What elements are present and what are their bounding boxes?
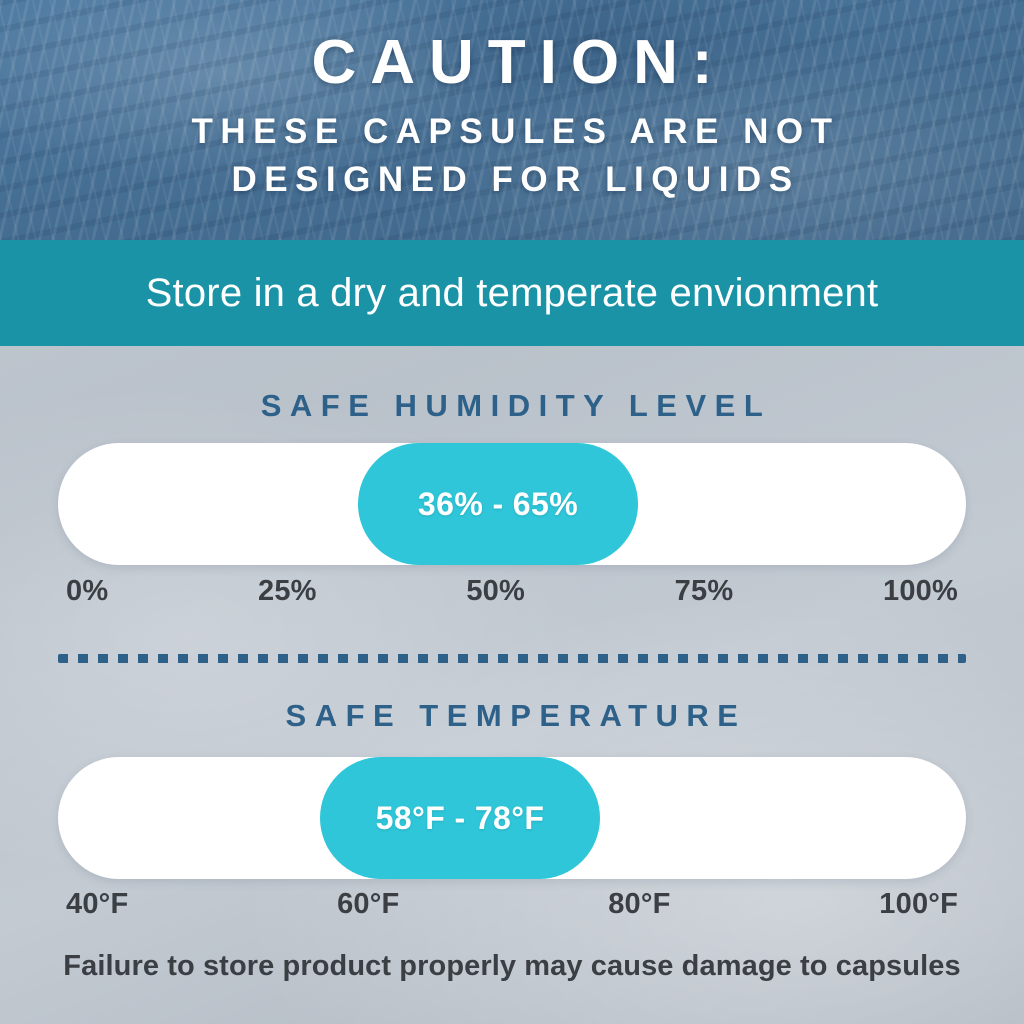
- temperature-tick-40: 40°F: [66, 888, 129, 920]
- header-content: CAUTION: THESE CAPSULES ARE NOT DESIGNED…: [0, 0, 1024, 240]
- temperature-section-heading: SAFE TEMPERATURE: [285, 698, 747, 733]
- caution-title: CAUTION:: [311, 28, 727, 97]
- storage-instruction-text: Store in a dry and temperate envionment: [145, 270, 879, 315]
- humidity-tick-25: 25%: [258, 575, 317, 607]
- temperature-tick-60: 60°F: [337, 888, 400, 920]
- header-banner: CAUTION: THESE CAPSULES ARE NOT DESIGNED…: [0, 0, 1024, 240]
- dotted-divider: [58, 654, 966, 663]
- humidity-tick-75: 75%: [674, 575, 734, 607]
- temperature-range-label: 58°F - 78°F: [375, 799, 545, 836]
- storage-instruction-banner: Store in a dry and temperate envionment: [0, 240, 1024, 346]
- humidity-tick-0: 0%: [66, 575, 109, 607]
- humidity-tick-100: 100%: [882, 575, 958, 607]
- temperature-safe-range-pill: 58°F - 78°F: [320, 757, 600, 879]
- temperature-axis-labels: 40°F 60°F 80°F 100°F: [58, 888, 966, 921]
- temperature-tick-80: 80°F: [608, 888, 671, 920]
- caution-subtitle-line-2: DESIGNED FOR LIQUIDS: [231, 160, 800, 199]
- caution-subtitle-line-1: THESE CAPSULES ARE NOT: [191, 112, 840, 151]
- humidity-safe-range-pill: 36% - 65%: [358, 443, 638, 565]
- temperature-tick-100: 100°F: [879, 888, 958, 920]
- footer-warning-text: Failure to store product properly may ca…: [63, 950, 961, 982]
- humidity-tick-50: 50%: [466, 575, 525, 607]
- humidity-range-label: 36% - 65%: [417, 485, 579, 522]
- humidity-section-heading: SAFE HUMIDITY LEVEL: [260, 388, 772, 423]
- humidity-axis-labels: 0% 25% 50% 75% 100%: [58, 575, 966, 608]
